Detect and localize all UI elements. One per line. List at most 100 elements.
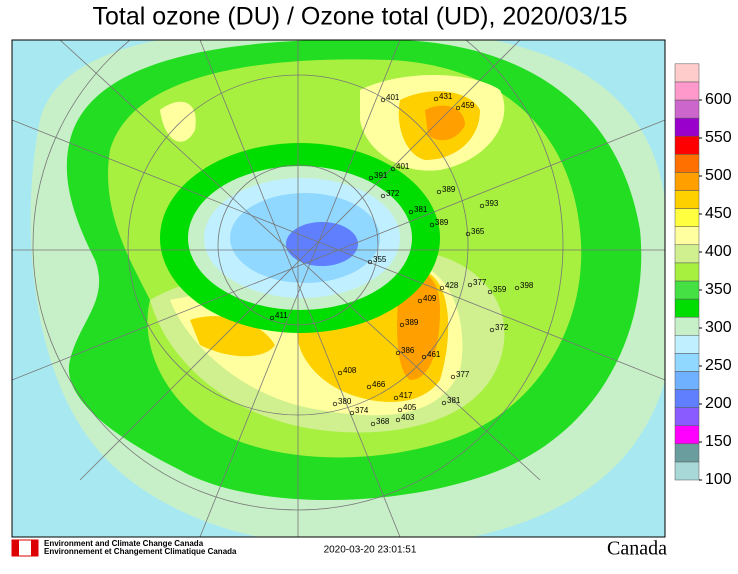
- station-dot: [380, 97, 386, 103]
- color-box: [674, 63, 700, 83]
- station-value: 431: [439, 92, 453, 101]
- station-dot: [370, 421, 376, 427]
- station-dot: [455, 105, 461, 111]
- tick-label: 400: [705, 243, 732, 260]
- station-dot: [368, 175, 374, 181]
- color-box: [674, 298, 700, 318]
- station-value: 393: [485, 199, 499, 208]
- color-box: [674, 262, 700, 282]
- color-box: [674, 135, 700, 155]
- color-box: [674, 172, 700, 191]
- station-value: 405: [403, 403, 417, 412]
- station-value: 398: [520, 281, 534, 290]
- color-box: [674, 190, 700, 209]
- station-value: 381: [447, 396, 461, 405]
- tick-label: 200: [705, 395, 732, 412]
- color-box: [674, 461, 700, 481]
- station-dot: [429, 222, 435, 228]
- tick-label: 350: [705, 281, 732, 298]
- station-dot: [514, 285, 520, 291]
- station-value: 372: [495, 323, 509, 332]
- color-box: [674, 154, 700, 173]
- color-box: [674, 316, 700, 336]
- station-value: 368: [376, 417, 390, 426]
- station-value: 408: [343, 366, 357, 375]
- station-dot: [441, 400, 447, 406]
- color-box: [674, 425, 700, 445]
- station-value: 428: [445, 281, 459, 290]
- station-value: 389: [442, 185, 456, 194]
- color-box: [674, 226, 700, 246]
- station-value: 401: [396, 162, 410, 171]
- station-dot: [465, 231, 471, 237]
- title: Total ozone (DU) / Ozone total (UD), 202…: [93, 3, 628, 31]
- station-dot: [417, 298, 423, 304]
- tick-label: 300: [705, 319, 732, 336]
- station-dot: [397, 407, 403, 413]
- station-dot: [332, 401, 338, 407]
- agency-fr: Environnement et Changement Climatique C…: [44, 547, 237, 556]
- color-box: [674, 244, 700, 264]
- tick-label: 450: [705, 205, 732, 222]
- station-dot: [390, 166, 396, 172]
- station-dot: [269, 315, 275, 321]
- station-dot: [433, 96, 439, 102]
- station-value: 417: [399, 391, 413, 400]
- station-dot: [349, 410, 355, 416]
- color-box: [674, 407, 700, 426]
- color-box: [674, 443, 700, 463]
- station-dot: [337, 370, 343, 376]
- station-dot: [489, 327, 495, 333]
- station-dot: [399, 322, 405, 328]
- station-dot: [479, 203, 485, 209]
- station-value: 386: [401, 346, 415, 355]
- station-value: 355: [373, 255, 387, 264]
- station-value: 359: [493, 285, 507, 294]
- station-dot: [366, 384, 372, 390]
- station-value: 459: [461, 101, 475, 110]
- color-box: [674, 117, 700, 137]
- timestamp: 2020-03-20 23:01:51: [324, 545, 417, 556]
- station-dot: [395, 350, 401, 356]
- station-value: 409: [423, 294, 437, 303]
- station-value: 411: [275, 311, 288, 320]
- station-value: 377: [456, 370, 470, 379]
- tick-label: 550: [705, 129, 732, 146]
- station-value: 381: [414, 205, 428, 214]
- station-value: 466: [372, 380, 386, 389]
- tick-label: 150: [705, 433, 732, 450]
- station-value: 403: [401, 413, 415, 422]
- color-box: [674, 99, 700, 119]
- station-dot: [467, 282, 473, 288]
- station-value: 374: [355, 406, 369, 415]
- tick-label: 500: [705, 167, 732, 184]
- color-box: [674, 353, 700, 372]
- tick-label: 100: [705, 471, 732, 488]
- color-box: [674, 334, 700, 354]
- station-value: 377: [473, 278, 487, 287]
- station-dot: [436, 189, 442, 195]
- station-dot: [380, 193, 386, 199]
- color-box: [674, 81, 700, 101]
- station-dot: [408, 209, 414, 215]
- station-value: 372: [386, 189, 400, 198]
- tick-label: 600: [705, 91, 732, 108]
- color-box: [674, 280, 700, 300]
- station-dot: [439, 285, 445, 291]
- wordmark: Canada: [607, 538, 667, 560]
- station-value: 380: [338, 397, 352, 406]
- color-box: [674, 208, 700, 227]
- agency-en: Environment and Climate Change Canada: [44, 539, 204, 548]
- station-value: 389: [435, 218, 449, 227]
- colorbar: 100 150 200 250 300 350 400 450 500 550 600: [674, 63, 732, 488]
- station-dot: [395, 417, 401, 423]
- color-box: [674, 371, 700, 390]
- station-value: 391: [374, 171, 388, 180]
- ozone-map: 401 431 459 401 391 372 389 393 381 389 365 355 377 3…: [12, 40, 665, 537]
- station-value: 365: [471, 227, 485, 236]
- color-box: [674, 389, 700, 408]
- station-value: 461: [427, 350, 441, 359]
- map-frame: [11, 39, 666, 538]
- station-dot: [393, 395, 399, 401]
